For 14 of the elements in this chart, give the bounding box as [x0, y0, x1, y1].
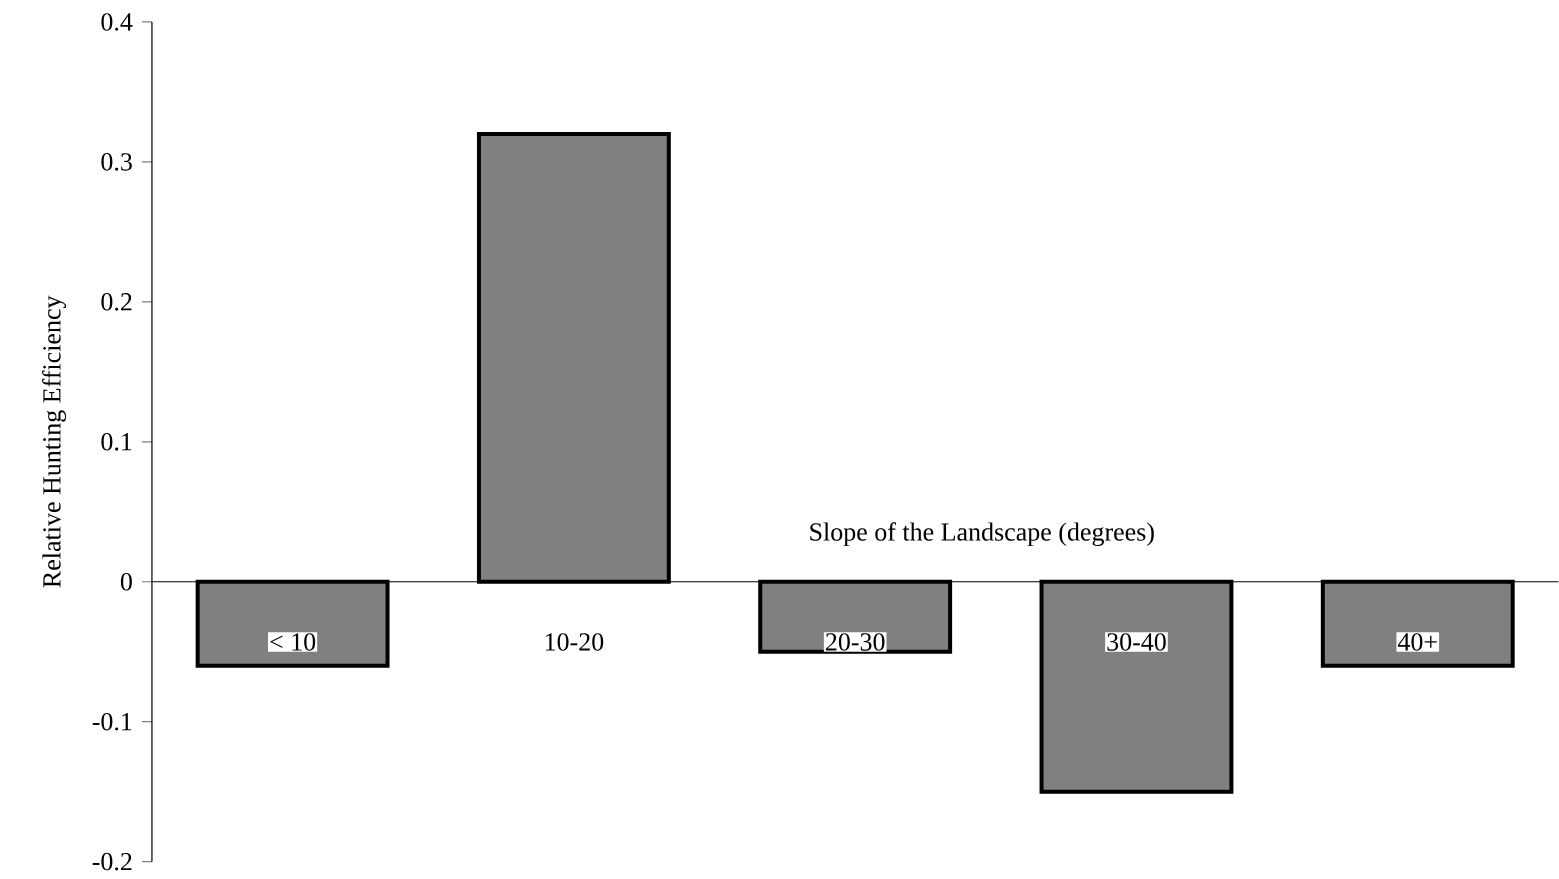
x-axis-title: Slope of the Landscape (degrees) — [810, 522, 1154, 547]
y-tick-label: 0.4 — [101, 13, 133, 31]
x-tick-label: 30-40 — [1107, 633, 1166, 651]
y-axis-title: Relative Hunting Efficiency — [42, 295, 67, 588]
y-tick-label: -0.2 — [92, 852, 132, 871]
x-tick-label: 40+ — [1397, 633, 1437, 651]
y-tick-label: 0.2 — [101, 292, 132, 311]
x-tick-label: 10-20 — [545, 633, 604, 651]
y-tick-label: 0.3 — [101, 153, 132, 171]
y-tick-label: 0.1 — [101, 432, 132, 451]
y-tick-label: 0 — [120, 572, 132, 591]
y-tick-label: -0.1 — [92, 712, 132, 731]
x-tick-label: 20-30 — [825, 633, 885, 651]
x-tick-label: < 10 — [270, 633, 316, 651]
